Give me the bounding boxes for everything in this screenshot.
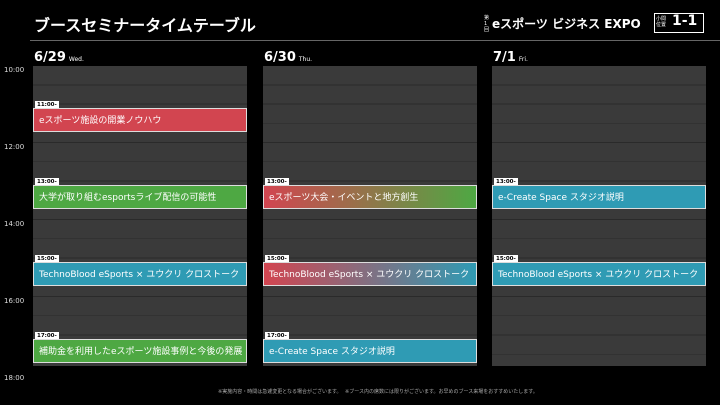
session-time: 13:00- [35,178,59,186]
day-header: 7/1 Fri. [493,50,528,65]
session[interactable]: TechnoBlood eSports × ユウクリ クロストーク [492,262,706,286]
time-label: 12:00 [4,143,25,151]
date: 7/1 [493,50,516,65]
session[interactable]: 補助金を利用したeスポーツ施設事例と今後の発展 [33,339,247,363]
event-name: eスポーツ ビジネス EXPO [492,17,641,31]
booth-label: 小間位置 [656,16,667,28]
day-header: 6/30 Thu. [264,50,312,65]
session-time: 13:00- [494,178,518,186]
weekday: Fri. [518,56,528,63]
booth-box [654,13,704,33]
date: 6/29 [34,50,66,65]
session-time: 11:00- [35,101,59,109]
session-time: 17:00- [35,332,59,340]
time-label: 14:00 [4,220,25,228]
day-header: 6/29 Wed. [34,50,84,65]
session[interactable]: TechnoBlood eSports × ユウクリ クロストーク [263,262,477,286]
divider [30,40,720,41]
session[interactable]: eスポーツ施設の開業ノウハウ [33,108,247,132]
session-time: 13:00- [265,178,289,186]
session-time: 15:00- [35,255,59,263]
weekday: Thu. [298,56,313,63]
weekday: Wed. [68,56,84,63]
day-column [492,66,706,366]
title: ブースセミナータイムテーブル [34,16,256,35]
session[interactable]: eスポーツ大会・イベントと地方創生 [263,185,477,209]
session-time: 17:00- [265,332,289,340]
session-time: 15:00- [494,255,518,263]
day-column [263,66,477,366]
session[interactable]: TechnoBlood eSports × ユウクリ クロストーク [33,262,247,286]
time-label: 16:00 [4,297,25,305]
booth-number: 1-1 [672,13,698,29]
time-label: 10:00 [4,66,25,74]
time-label: 18:00 [4,374,25,382]
session[interactable]: 大学が取り組むesportsライブ配信の可能性 [33,185,247,209]
session[interactable]: e-Create Space スタジオ説明 [263,339,477,363]
edition: 第1回 [484,15,490,33]
date: 6/30 [264,50,296,65]
session[interactable]: e-Create Space スタジオ説明 [492,185,706,209]
note: ※ブース内の席数には限りがございます。お早めのブース来場をおすすめいたします。 [345,389,538,395]
session-time: 15:00- [265,255,289,263]
note: ※実施内容・時間は急遽変更となる場合がございます。 [218,389,342,395]
